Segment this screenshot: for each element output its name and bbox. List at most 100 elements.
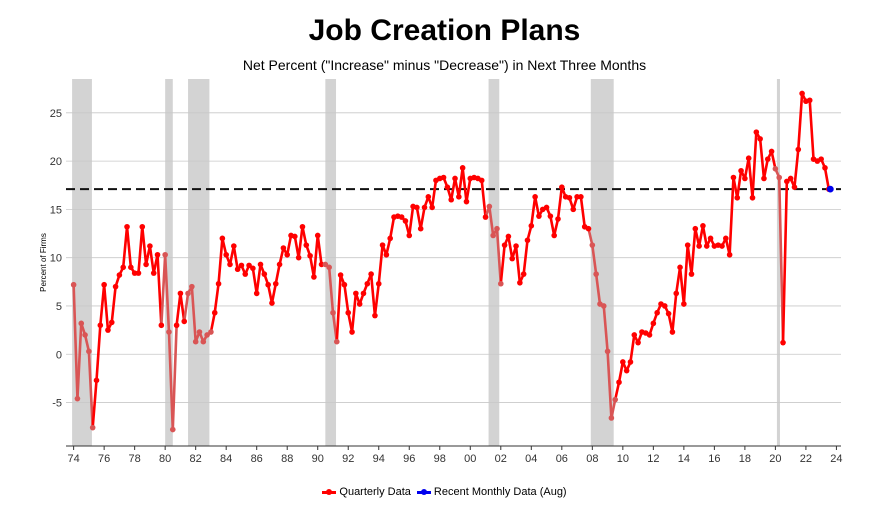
data-point xyxy=(326,264,332,271)
data-point xyxy=(303,242,310,248)
data-point xyxy=(806,97,813,104)
series-segment xyxy=(613,380,621,401)
data-point xyxy=(261,271,268,277)
data-point xyxy=(585,225,592,232)
data-point xyxy=(547,213,554,219)
legend-item-quarterly: Quarterly Data xyxy=(322,486,411,498)
y-tick-label: 20 xyxy=(50,156,62,168)
data-point xyxy=(631,332,638,338)
series-segment xyxy=(758,137,766,180)
data-point xyxy=(627,359,634,365)
x-tick-label: 14 xyxy=(678,453,690,465)
series-segment xyxy=(671,292,678,334)
data-point xyxy=(93,377,100,384)
series-segment xyxy=(270,282,278,305)
series-segment xyxy=(327,266,335,315)
series-segment xyxy=(209,311,217,334)
data-point xyxy=(162,251,168,258)
data-point xyxy=(86,348,92,355)
series-segment xyxy=(430,179,438,209)
series-segment xyxy=(488,205,495,237)
series-segment xyxy=(556,185,564,221)
data-point xyxy=(757,136,763,142)
data-point xyxy=(707,235,714,242)
series-segment xyxy=(587,227,594,247)
data-point xyxy=(120,264,127,271)
data-point xyxy=(154,251,161,258)
data-point xyxy=(330,309,336,316)
data-point xyxy=(589,242,596,248)
data-point xyxy=(269,300,275,306)
data-point xyxy=(520,271,527,277)
data-point xyxy=(478,177,485,184)
x-tick-label: 84 xyxy=(220,453,232,465)
data-point xyxy=(440,174,447,181)
data-point xyxy=(593,271,599,277)
gridlines xyxy=(66,112,841,403)
data-point xyxy=(677,264,683,271)
recession-band xyxy=(188,79,210,446)
data-point xyxy=(482,214,489,220)
y-tick-label: 15 xyxy=(50,204,62,216)
data-point xyxy=(89,424,96,431)
data-point xyxy=(444,184,451,190)
x-tick-label: 00 xyxy=(464,453,476,465)
series-segment xyxy=(83,333,91,353)
data-point xyxy=(551,232,557,239)
data-point xyxy=(211,309,218,316)
data-point xyxy=(368,271,374,277)
data-point xyxy=(501,242,508,248)
data-point xyxy=(738,167,744,174)
data-point xyxy=(333,338,340,345)
data-point xyxy=(635,339,641,346)
data-point xyxy=(787,175,794,182)
series-segment xyxy=(449,177,457,202)
data-point xyxy=(421,204,428,211)
data-point xyxy=(570,206,577,213)
series-segment xyxy=(514,244,522,285)
data-point xyxy=(158,322,165,329)
data-point xyxy=(719,243,725,249)
data-point xyxy=(276,261,283,268)
legend-dot-swatch xyxy=(326,489,333,495)
data-point xyxy=(749,194,756,201)
series-segment xyxy=(823,166,831,191)
data-point xyxy=(200,338,207,345)
data-point xyxy=(406,232,413,239)
data-point xyxy=(398,214,405,220)
data-point xyxy=(246,262,252,269)
series-segment xyxy=(171,323,178,431)
data-point xyxy=(559,184,565,190)
series-segment xyxy=(377,243,384,286)
series-segment xyxy=(343,283,350,315)
x-tick-label: 82 xyxy=(190,453,202,465)
series-segment xyxy=(278,246,285,266)
data-point xyxy=(772,166,779,172)
data-point xyxy=(784,178,790,185)
data-point xyxy=(620,359,626,365)
data-point xyxy=(253,290,260,297)
data-point xyxy=(791,184,798,190)
data-point xyxy=(673,290,680,297)
series-segment xyxy=(148,244,156,275)
data-point xyxy=(578,194,584,200)
data-point xyxy=(227,261,233,268)
series-segment xyxy=(549,214,556,237)
series-segment xyxy=(594,272,602,306)
series-group xyxy=(70,90,834,433)
series-segment xyxy=(461,166,468,203)
series-segment xyxy=(606,350,613,420)
series-segment xyxy=(499,243,506,286)
y-tick-label: 5 xyxy=(56,301,62,313)
recession-band xyxy=(776,79,780,446)
series-segment xyxy=(388,215,396,240)
series-segment xyxy=(110,285,117,324)
series-segment xyxy=(297,225,304,259)
data-point xyxy=(147,243,153,249)
series-segment xyxy=(419,206,426,230)
x-tick-label: 08 xyxy=(586,453,598,465)
recession-band xyxy=(488,79,500,446)
data-point xyxy=(608,415,615,421)
data-point xyxy=(646,332,653,338)
data-point xyxy=(341,281,348,288)
